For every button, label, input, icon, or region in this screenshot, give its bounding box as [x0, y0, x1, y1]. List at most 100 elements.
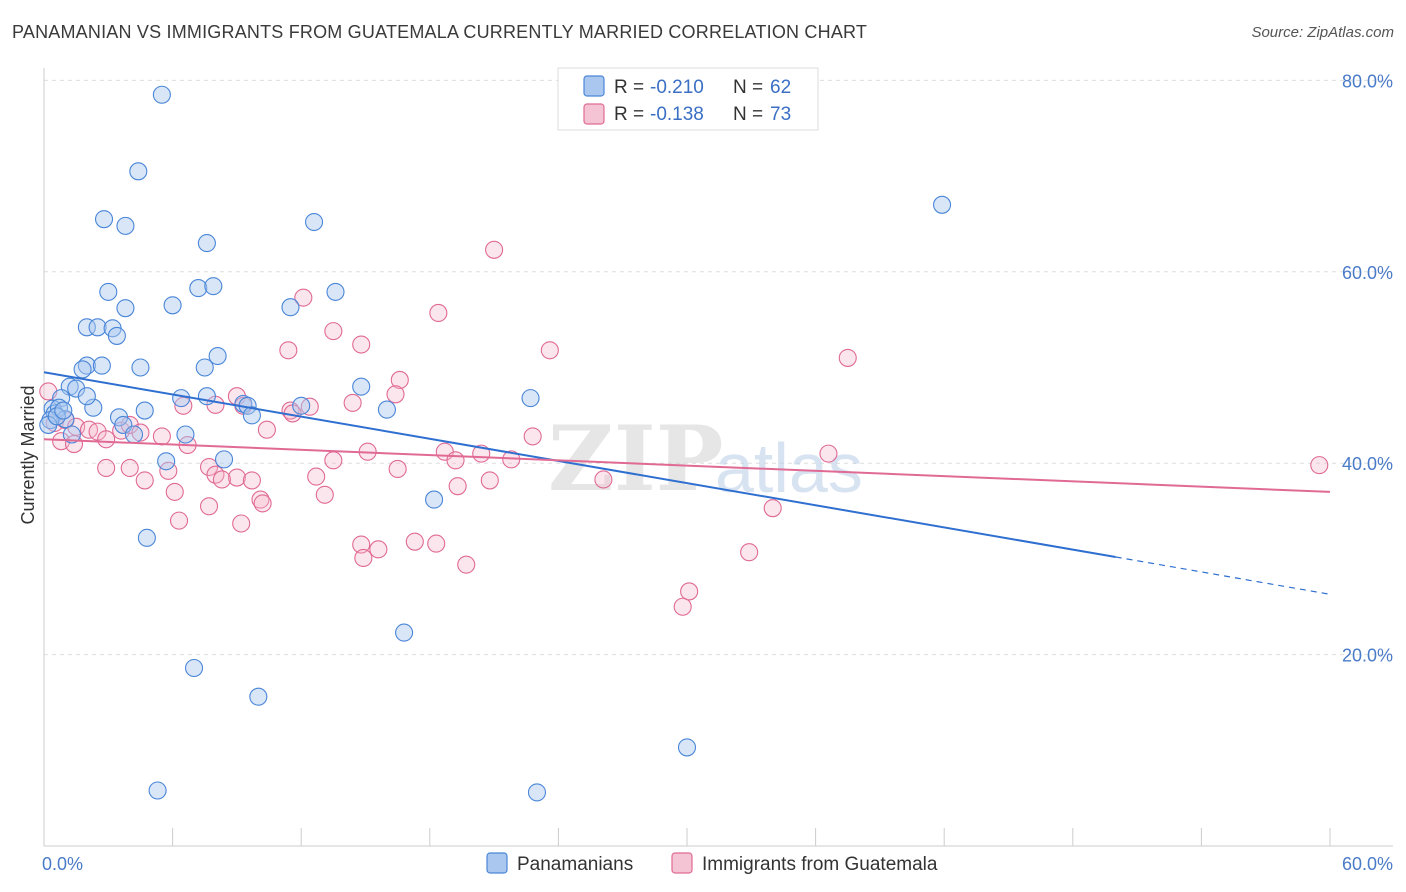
point-guatemala: [199, 497, 219, 516]
point-panamanian: [67, 379, 86, 398]
trend-line-panamanians: [43, 371, 1116, 558]
legend-swatch-blue: [583, 75, 605, 97]
trend-line-panamanians-extension: [1115, 556, 1331, 595]
point-guatemala: [819, 444, 838, 463]
point-panamanian: [157, 452, 176, 471]
point-guatemala: [242, 471, 261, 490]
point-guatemala: [279, 341, 298, 360]
point-panamanian: [281, 298, 300, 317]
point-guatemala: [540, 341, 559, 360]
point-guatemala: [352, 535, 371, 554]
point-guatemala: [199, 457, 219, 477]
point-panamanian: [54, 401, 73, 420]
legend-n-value-1: 62: [770, 77, 791, 98]
point-panamanian: [116, 216, 135, 235]
point-panamanian: [73, 360, 92, 379]
point-panamanian: [92, 356, 111, 375]
y-tick-label: 60.0%: [1342, 263, 1393, 283]
series-legend: Panamanians Immigrants from Guatemala: [486, 852, 938, 875]
point-guatemala: [257, 420, 276, 439]
point-panamanian: [395, 623, 414, 642]
point-guatemala: [120, 415, 139, 434]
point-panamanian: [94, 210, 114, 229]
point-panamanian: [137, 528, 156, 547]
point-panamanian: [135, 401, 154, 420]
legend-r-value-1: -0.210: [650, 77, 704, 98]
legend-n-value-2: 73: [770, 104, 791, 125]
point-guatemala: [97, 458, 116, 478]
watermark-zip: ZIP: [548, 406, 723, 512]
point-panamanian: [326, 282, 345, 301]
point-guatemala: [307, 467, 326, 486]
point-guatemala: [315, 485, 334, 504]
point-guatemala: [457, 555, 476, 574]
point-panamanian: [152, 85, 171, 104]
x-tick-min: 0.0%: [42, 854, 83, 874]
point-guatemala: [131, 423, 150, 442]
y-tick-label: 80.0%: [1342, 71, 1393, 91]
point-panamanian: [129, 162, 148, 181]
point-panamanian: [77, 387, 96, 406]
point-guatemala: [594, 470, 613, 489]
point-guatemala: [294, 288, 313, 307]
point-panamanian: [249, 687, 268, 706]
point-panamanian: [99, 282, 118, 301]
trend-line-guatemala: [43, 438, 1331, 493]
point-guatemala: [523, 427, 542, 446]
data-points: [39, 85, 1329, 802]
point-panamanian: [172, 389, 191, 408]
legend-label-guatemala: Immigrants from Guatemala: [702, 854, 938, 875]
point-panamanian: [933, 195, 952, 214]
point-guatemala: [97, 430, 116, 449]
point-guatemala: [405, 532, 424, 551]
legend-swatch-guatemala: [671, 852, 693, 874]
point-panamanian: [377, 400, 396, 419]
point-guatemala: [485, 240, 504, 259]
point-panamanian: [62, 425, 81, 444]
point-guatemala: [680, 582, 699, 601]
point-panamanian: [208, 346, 227, 366]
point-panamanian: [163, 296, 182, 315]
point-guatemala: [427, 534, 446, 553]
point-guatemala: [673, 597, 692, 616]
point-guatemala: [740, 543, 759, 562]
legend-r-value-2: -0.138: [650, 104, 704, 125]
gridlines: [44, 79, 1393, 656]
point-panamanian: [148, 781, 167, 800]
point-panamanian: [677, 738, 697, 757]
y-axis-label: Currently Married: [18, 385, 38, 524]
stats-legend: R = -0.210 N = 62 R = -0.138 N = 73: [557, 67, 819, 131]
point-panamanian: [521, 389, 540, 408]
point-panamanian: [197, 234, 216, 253]
legend-swatch-panamanians: [486, 852, 508, 874]
point-panamanian: [527, 783, 547, 802]
point-panamanian: [204, 277, 223, 296]
y-tick-labels: 20.0% 40.0% 60.0% 80.0%: [1342, 71, 1393, 665]
chart-title: PANAMANIAN VS IMMIGRANTS FROM GUATEMALA …: [12, 22, 868, 42]
point-guatemala: [390, 370, 409, 389]
point-panamanian: [116, 299, 135, 318]
point-panamanian: [214, 450, 234, 469]
point-guatemala: [354, 548, 373, 567]
point-panamanian: [184, 658, 204, 678]
source-label: Source: ZipAtlas.com: [1251, 24, 1394, 41]
point-guatemala: [324, 322, 343, 341]
point-panamanian: [352, 377, 371, 396]
legend-r-label-1: R =: [614, 77, 644, 98]
axes: [43, 68, 1393, 847]
point-guatemala: [763, 499, 782, 518]
point-panamanian: [77, 318, 96, 337]
point-guatemala: [386, 385, 405, 404]
point-panamanian: [107, 326, 126, 345]
point-panamanian: [242, 406, 261, 425]
y-tick-label: 40.0%: [1342, 454, 1393, 474]
point-guatemala: [135, 471, 154, 490]
point-guatemala: [165, 482, 184, 501]
point-guatemala: [352, 335, 371, 354]
y-tick-label: 20.0%: [1342, 646, 1393, 666]
legend-n-label-2: N =: [733, 104, 763, 125]
point-guatemala: [446, 451, 465, 470]
point-guatemala: [120, 458, 139, 478]
point-guatemala: [324, 451, 343, 470]
point-panamanian: [131, 358, 150, 377]
